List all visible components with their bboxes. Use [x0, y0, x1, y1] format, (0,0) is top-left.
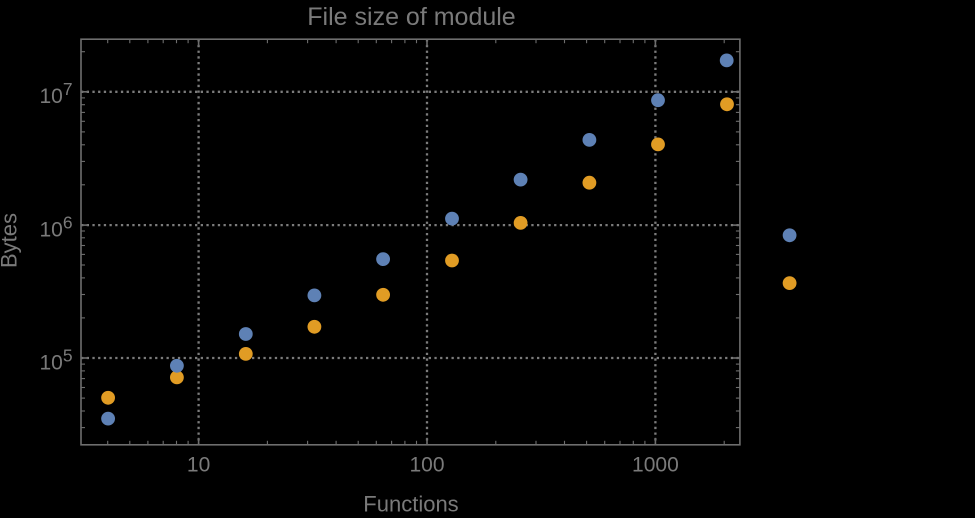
svg-text:Bytes: Bytes: [0, 213, 22, 268]
svg-text:100: 100: [409, 454, 444, 477]
svg-text:Functions: Functions: [363, 492, 458, 514]
svg-text:File size of module: File size of module: [307, 3, 515, 31]
svg-text:1000: 1000: [632, 454, 679, 477]
svg-text:10: 10: [187, 454, 210, 477]
